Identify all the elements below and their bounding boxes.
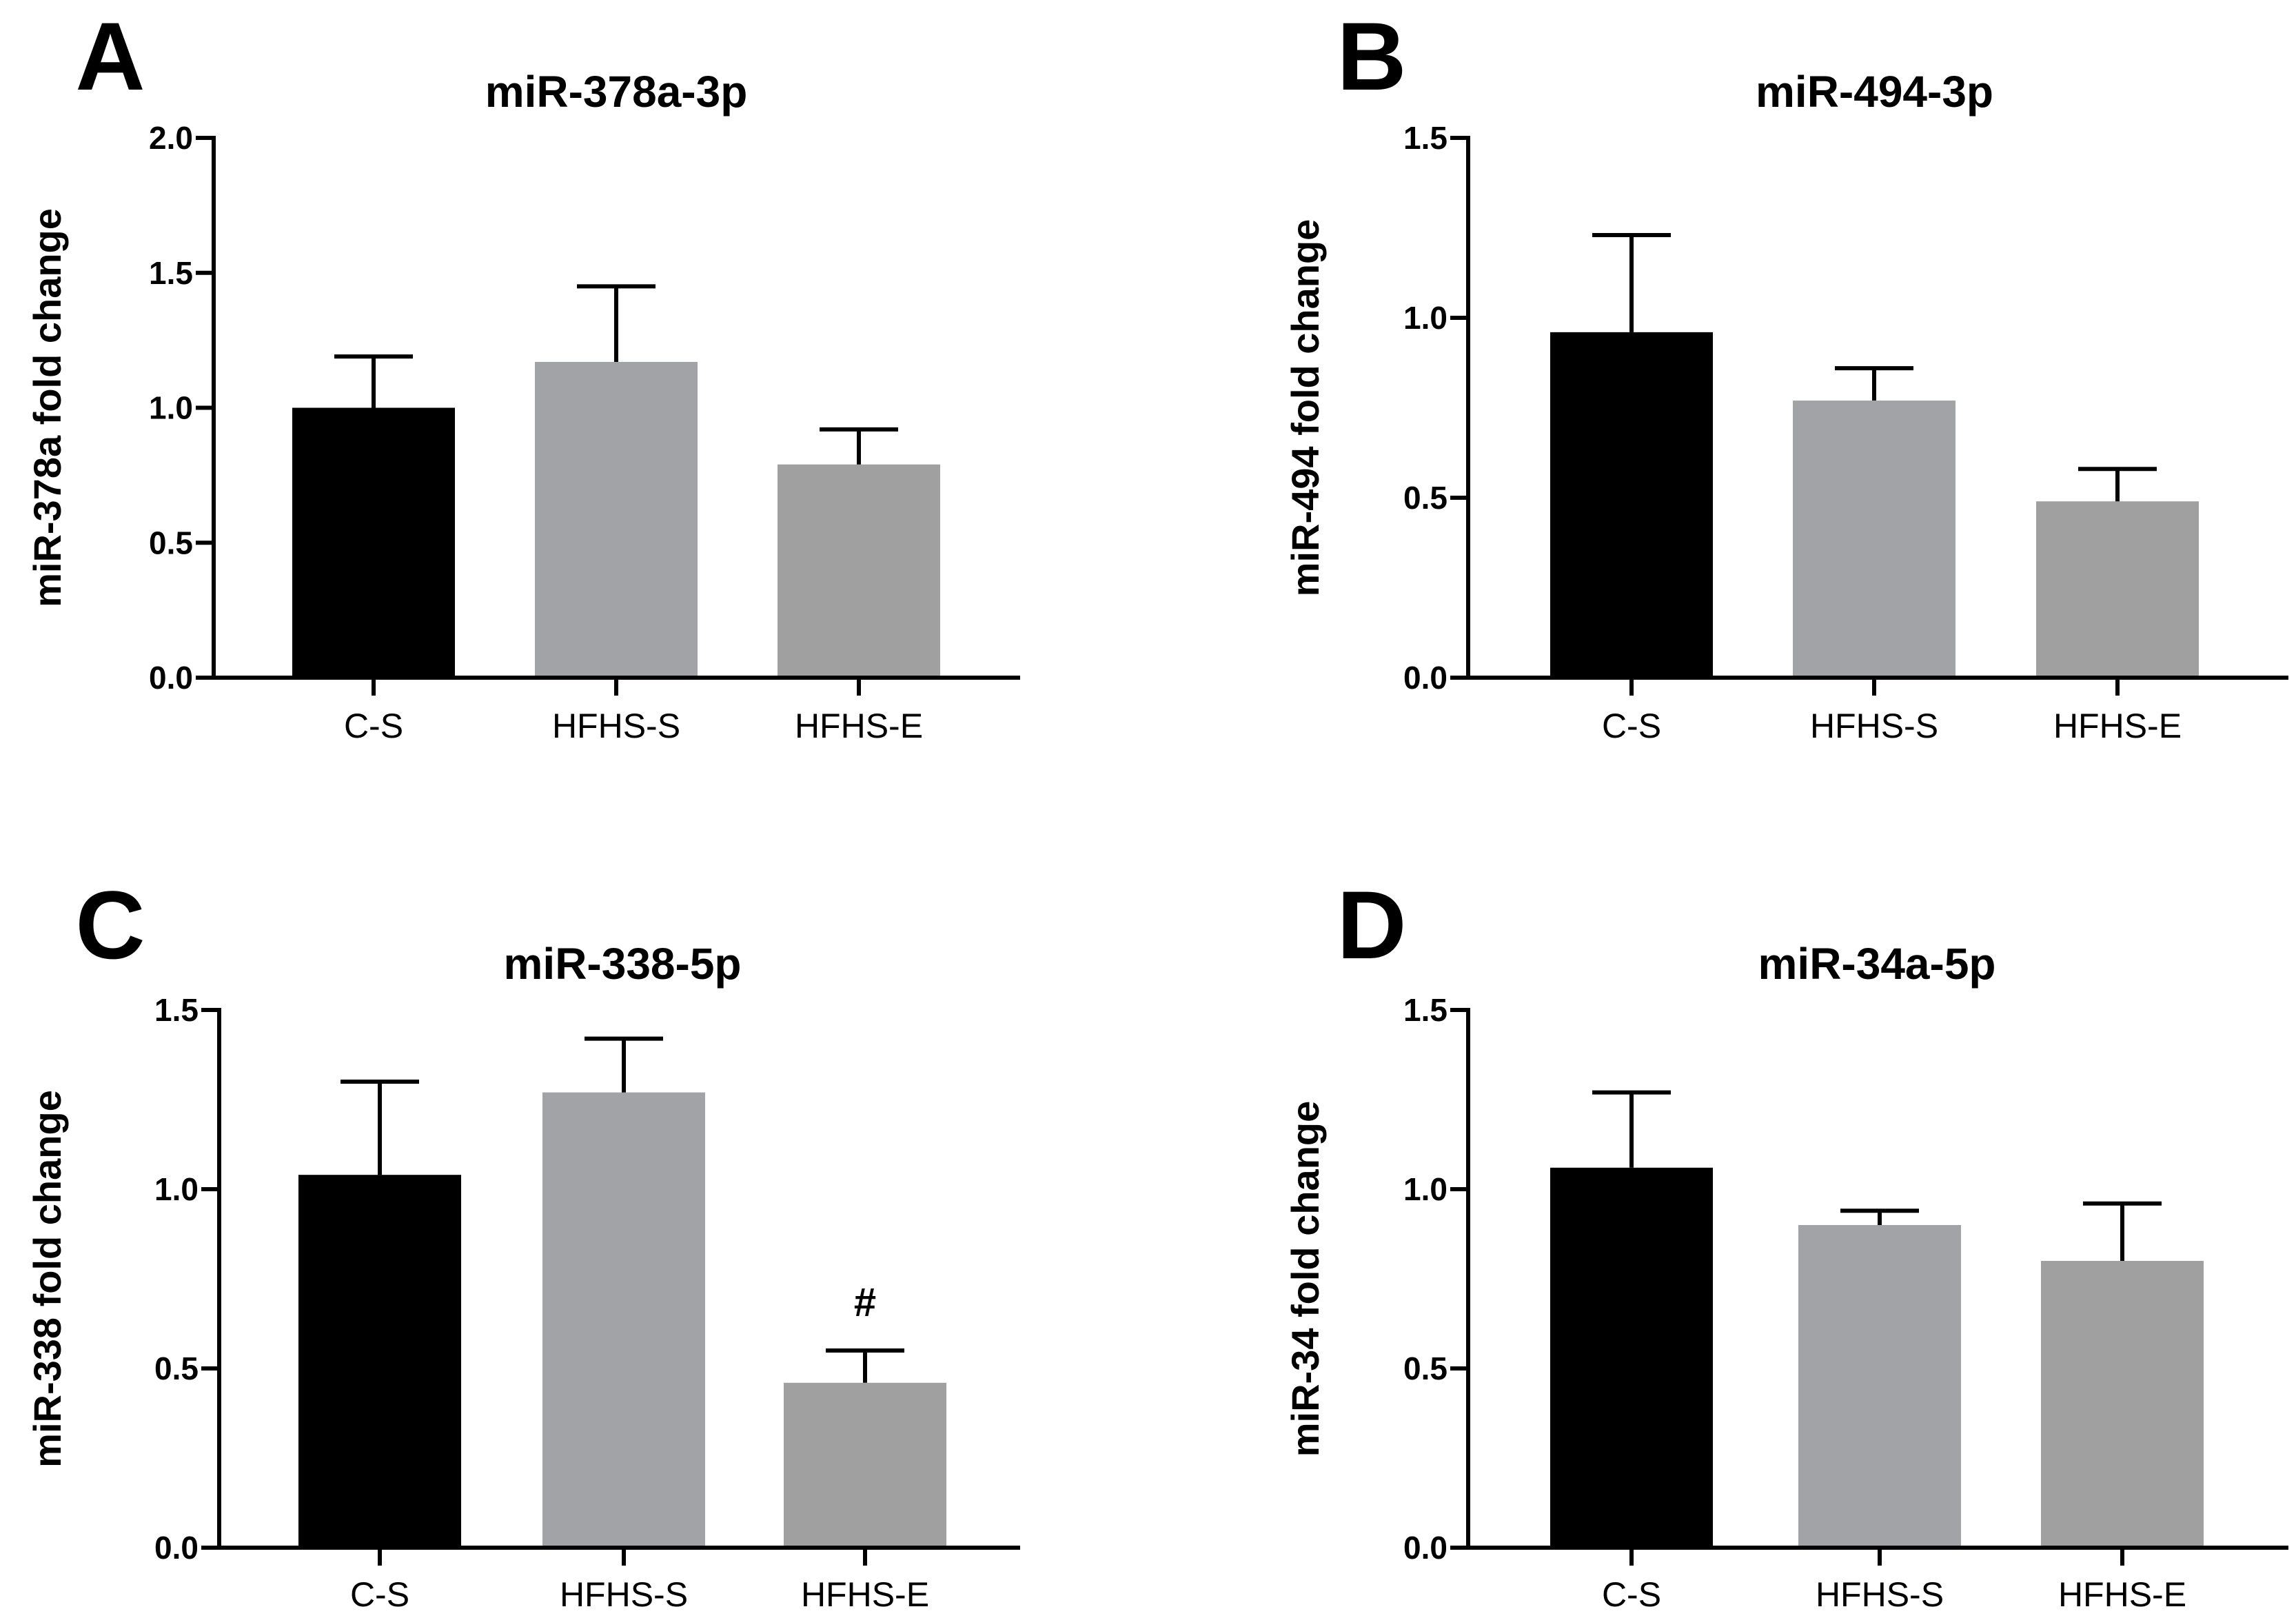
panel-letter: C: [75, 871, 145, 979]
y-axis-label: miR-494 fold change: [1283, 219, 1327, 597]
chart-title: miR-378a-3p: [485, 67, 748, 117]
bar-c-s: [1550, 1167, 1713, 1548]
y-tick-label: 0.0: [1403, 660, 1447, 696]
y-tick-label: 2.0: [149, 120, 193, 156]
x-category-label: HFHS-S: [552, 707, 680, 745]
x-category-label: HFHS-S: [1816, 1575, 1944, 1614]
panel-letter: D: [1337, 871, 1406, 979]
y-tick-label: 0.5: [149, 525, 193, 560]
y-tick-label: 1.0: [1403, 1171, 1447, 1207]
chart-title: miR-494-3p: [1756, 67, 1993, 117]
x-category-label: C-S: [1602, 1575, 1661, 1614]
bar-hfhs-s: [535, 361, 698, 678]
x-category-label: HFHS-E: [801, 1575, 929, 1614]
y-axis-label: miR-378a fold change: [26, 208, 69, 607]
x-category-label: HFHS-E: [2053, 707, 2182, 745]
y-tick-label: 1.0: [1403, 300, 1447, 336]
y-tick-label: 1.5: [1403, 120, 1447, 156]
significance-marker: #: [854, 1280, 876, 1325]
y-tick-label: 0.5: [1403, 1351, 1447, 1386]
x-category-label: HFHS-E: [795, 707, 923, 745]
bar-hfhs-e: [784, 1382, 946, 1548]
bar-hfhs-e: [778, 464, 940, 678]
y-tick-label: 1.5: [1403, 992, 1447, 1028]
panel-letter: A: [75, 2, 145, 110]
y-tick-label: 1.0: [149, 390, 193, 426]
bar-hfhs-e: [2036, 501, 2199, 678]
x-category-label: HFHS-S: [560, 1575, 688, 1614]
y-tick-label: 0.0: [154, 1530, 199, 1566]
panel-letter: B: [1337, 2, 1406, 110]
bar-hfhs-e: [2041, 1261, 2204, 1548]
x-category-label: HFHS-E: [2058, 1575, 2186, 1614]
y-tick-label: 1.5: [149, 255, 193, 291]
chart-title: miR-34a-5p: [1758, 939, 1996, 989]
y-tick-label: 1.0: [154, 1171, 199, 1207]
y-axis-label: miR-34 fold change: [1283, 1101, 1327, 1457]
y-tick-label: 1.5: [154, 992, 199, 1028]
x-category-label: C-S: [344, 707, 403, 745]
x-category-label: C-S: [350, 1575, 409, 1614]
bar-hfhs-s: [542, 1092, 705, 1548]
y-tick-label: 0.5: [1403, 480, 1447, 516]
y-tick-label: 0.0: [1403, 1530, 1447, 1566]
y-tick-label: 0.0: [149, 660, 193, 696]
x-category-label: HFHS-S: [1810, 707, 1938, 745]
chart-title: miR-338-5p: [504, 939, 742, 989]
y-tick-label: 0.5: [154, 1351, 199, 1386]
bar-c-s: [1550, 332, 1713, 678]
y-axis-label: miR-338 fold change: [26, 1090, 69, 1468]
bar-hfhs-s: [1793, 401, 1955, 678]
bar-hfhs-s: [1798, 1225, 1961, 1548]
x-category-label: C-S: [1602, 707, 1661, 745]
bar-c-s: [298, 1175, 461, 1548]
bar-c-s: [292, 407, 455, 678]
